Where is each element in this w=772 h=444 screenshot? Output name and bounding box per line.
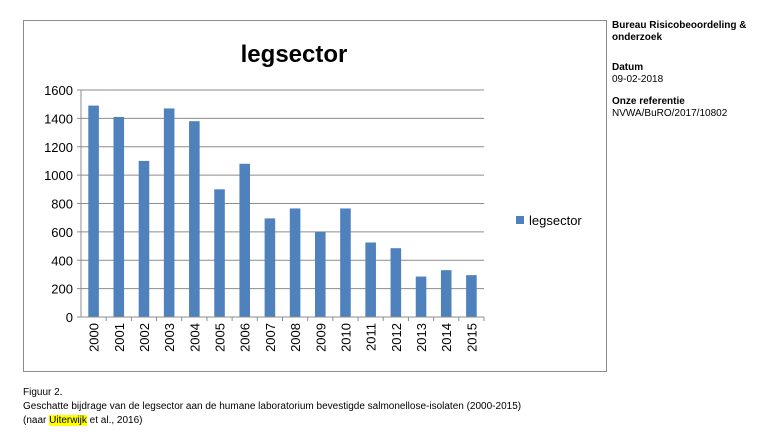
bar-2008 bbox=[289, 208, 301, 317]
y-tick-label: 1000 bbox=[44, 168, 73, 183]
caption-source: (naar Uiterwijk et al., 2016) bbox=[23, 414, 723, 428]
chart-title: legsector bbox=[241, 41, 348, 68]
x-tick-label: 2007 bbox=[263, 323, 278, 352]
figure-number: Figuur 2. bbox=[23, 387, 63, 398]
date-label: Datum bbox=[612, 62, 644, 73]
x-tick-label: 2011 bbox=[364, 323, 379, 351]
x-tick-label: 2013 bbox=[414, 323, 429, 352]
legend-swatch bbox=[516, 216, 524, 224]
reference-label: Onze referentie bbox=[612, 96, 685, 107]
source-suffix: et al., 2016) bbox=[86, 415, 143, 426]
bar-2007 bbox=[264, 218, 276, 317]
x-tick-label: 2006 bbox=[238, 323, 253, 352]
legend: legsector bbox=[516, 213, 582, 228]
x-tick-label: 2001 bbox=[112, 323, 127, 352]
x-tick-label: 2002 bbox=[137, 323, 152, 352]
figure-caption: Figuur 2. Geschatte bijdrage van de legs… bbox=[23, 386, 723, 428]
bar-2009 bbox=[314, 231, 326, 317]
y-tick-label: 0 bbox=[66, 310, 73, 325]
bar-2002 bbox=[138, 160, 150, 317]
legend-label: legsector bbox=[529, 213, 582, 228]
y-tick-label: 200 bbox=[51, 282, 73, 297]
bar-2005 bbox=[214, 189, 225, 317]
y-tick-label: 1600 bbox=[44, 83, 73, 98]
sidebar-org: Bureau Risicobeoordeling & onderzoek bbox=[612, 20, 772, 44]
bar-2006 bbox=[239, 163, 251, 317]
x-tick-label: 2015 bbox=[464, 323, 479, 352]
bar-2015 bbox=[466, 275, 477, 317]
x-tick-label: 2010 bbox=[338, 323, 353, 352]
bar-2000 bbox=[88, 105, 99, 317]
x-tick-label: 2009 bbox=[313, 323, 328, 352]
reference-value: NVWA/BuRO/2017/10802 bbox=[612, 108, 728, 119]
bar-2012 bbox=[390, 248, 402, 317]
axes: 0 200 400 600 800 1000 1200 1400 1600 2000 2001 200… bbox=[44, 83, 485, 352]
x-tick-label: 2000 bbox=[87, 323, 102, 352]
bar-2010 bbox=[340, 208, 351, 317]
bar-2003 bbox=[163, 108, 175, 317]
sidebar-reference: Onze referentie NVWA/BuRO/2017/10802 bbox=[612, 96, 772, 120]
date-value: 09-02-2018 bbox=[612, 74, 664, 85]
y-tick-label: 600 bbox=[51, 225, 73, 240]
bar-2014 bbox=[440, 270, 452, 317]
x-tick-label: 2005 bbox=[213, 323, 228, 352]
org-name: Bureau Risicobeoordeling & onderzoek bbox=[612, 20, 747, 43]
x-tick-label: 2012 bbox=[389, 323, 404, 352]
x-tick-label: 2004 bbox=[187, 323, 202, 352]
y-tick-label: 1400 bbox=[44, 111, 73, 126]
chart-svg: legsector 0 200 400 600 800 1000 1200 1400 1600 2… bbox=[44, 41, 582, 352]
bar-2013 bbox=[415, 276, 427, 317]
source-highlight: Uiterwijk bbox=[49, 415, 87, 426]
chart-frame: legsector 0 200 400 600 800 1000 1200 1400 1600 2… bbox=[23, 20, 607, 372]
y-tick-label: 800 bbox=[51, 197, 73, 212]
bar-2004 bbox=[189, 121, 200, 318]
x-tick-label: 2003 bbox=[162, 323, 177, 352]
bar-2011 bbox=[365, 242, 376, 317]
y-tick-label: 1200 bbox=[44, 140, 73, 155]
source-prefix: (naar bbox=[23, 415, 50, 426]
bars bbox=[88, 105, 477, 318]
x-tick-label: 2008 bbox=[288, 323, 303, 352]
y-tick-label: 400 bbox=[51, 253, 73, 268]
bar-2001 bbox=[113, 116, 125, 317]
x-tick-label: 2014 bbox=[439, 323, 454, 352]
caption-text: Geschatte bijdrage van de legsector aan … bbox=[23, 401, 522, 412]
sidebar-date: Datum 09-02-2018 bbox=[612, 62, 772, 86]
